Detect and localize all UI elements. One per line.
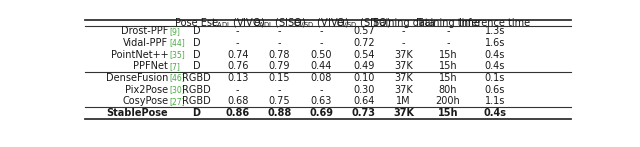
- Text: [9]: [9]: [170, 27, 180, 36]
- Text: PointNet++: PointNet++: [111, 50, 168, 60]
- Text: [35]: [35]: [170, 50, 186, 59]
- Text: -: -: [236, 38, 239, 48]
- Text: [7]: [7]: [170, 62, 180, 71]
- Text: D: D: [193, 108, 200, 118]
- Text: 0.76: 0.76: [227, 61, 248, 71]
- Text: 1M: 1M: [396, 96, 411, 106]
- Text: Inference time: Inference time: [459, 18, 530, 28]
- Text: RGBD: RGBD: [182, 85, 211, 95]
- Text: 0.78: 0.78: [269, 50, 290, 60]
- Text: CosyPose: CosyPose: [122, 96, 168, 106]
- Text: 0.63: 0.63: [311, 96, 332, 106]
- Text: $e_{\rm ADI}$ (SISO): $e_{\rm ADI}$ (SISO): [253, 16, 306, 30]
- Text: -: -: [320, 38, 323, 48]
- Text: D: D: [193, 38, 200, 48]
- Text: 0.10: 0.10: [353, 73, 374, 83]
- Text: -: -: [402, 26, 405, 36]
- Text: 0.86: 0.86: [226, 108, 250, 118]
- Text: [27]: [27]: [170, 97, 186, 106]
- Text: 0.1s: 0.1s: [484, 73, 505, 83]
- Text: Training time: Training time: [416, 18, 480, 28]
- Text: 0.4s: 0.4s: [483, 108, 506, 118]
- Text: 1.3s: 1.3s: [484, 26, 505, 36]
- Text: $e_{\rm ADI}$ (VIVO): $e_{\rm ADI}$ (VIVO): [211, 16, 265, 30]
- Text: 15h: 15h: [438, 108, 458, 118]
- Text: -: -: [278, 26, 281, 36]
- Text: 0.69: 0.69: [310, 108, 333, 118]
- Text: 37K: 37K: [394, 85, 413, 95]
- Text: 0.44: 0.44: [311, 61, 332, 71]
- Text: 0.88: 0.88: [268, 108, 291, 118]
- Text: -: -: [236, 85, 239, 95]
- Text: Drost-PPF: Drost-PPF: [121, 26, 168, 36]
- Text: 0.49: 0.49: [353, 61, 374, 71]
- Text: 15h: 15h: [438, 61, 458, 71]
- Text: D: D: [193, 50, 200, 60]
- Text: 15h: 15h: [438, 50, 458, 60]
- Text: 0.54: 0.54: [353, 50, 374, 60]
- Text: 0.74: 0.74: [227, 50, 248, 60]
- Text: 37K: 37K: [394, 50, 413, 60]
- Text: $e_{\rm VSD}$ (VIVO): $e_{\rm VSD}$ (VIVO): [293, 16, 349, 30]
- Text: -: -: [446, 38, 450, 48]
- Text: 0.75: 0.75: [269, 96, 290, 106]
- Text: 0.79: 0.79: [269, 61, 290, 71]
- Text: D: D: [193, 26, 200, 36]
- Text: [46]: [46]: [170, 74, 186, 82]
- Text: 0.68: 0.68: [227, 96, 248, 106]
- Text: -: -: [402, 38, 405, 48]
- Text: 0.4s: 0.4s: [484, 61, 505, 71]
- Text: 80h: 80h: [439, 85, 458, 95]
- Text: 37K: 37K: [394, 61, 413, 71]
- Text: DenseFusion: DenseFusion: [106, 73, 168, 83]
- Text: Vidal-PPF: Vidal-PPF: [123, 38, 168, 48]
- Text: 0.4s: 0.4s: [484, 50, 505, 60]
- Text: 0.72: 0.72: [353, 38, 374, 48]
- Text: [44]: [44]: [170, 39, 186, 47]
- Text: 37K: 37K: [394, 73, 413, 83]
- Text: Pose Est.: Pose Est.: [175, 18, 218, 28]
- Text: -: -: [236, 26, 239, 36]
- Text: [30]: [30]: [170, 85, 186, 94]
- Text: 200h: 200h: [436, 96, 460, 106]
- Text: -: -: [278, 38, 281, 48]
- Text: 0.57: 0.57: [353, 26, 374, 36]
- Text: $e_{\rm VSD}$ (SISO): $e_{\rm VSD}$ (SISO): [336, 16, 392, 30]
- Text: 37K: 37K: [393, 108, 414, 118]
- Text: RGBD: RGBD: [182, 73, 211, 83]
- Text: 0.6s: 0.6s: [484, 85, 505, 95]
- Text: 0.15: 0.15: [269, 73, 290, 83]
- Text: 0.30: 0.30: [353, 85, 374, 95]
- Text: 0.64: 0.64: [353, 96, 374, 106]
- Text: Pix2Pose: Pix2Pose: [125, 85, 168, 95]
- Text: 1.1s: 1.1s: [484, 96, 505, 106]
- Text: 1.6s: 1.6s: [484, 38, 505, 48]
- Text: -: -: [446, 26, 450, 36]
- Text: 0.73: 0.73: [352, 108, 376, 118]
- Text: -: -: [320, 26, 323, 36]
- Text: StablePose: StablePose: [107, 108, 168, 118]
- Text: D: D: [193, 61, 200, 71]
- Text: 15h: 15h: [438, 73, 458, 83]
- Text: Training data: Training data: [371, 18, 435, 28]
- Text: 0.50: 0.50: [311, 50, 332, 60]
- Text: -: -: [278, 85, 281, 95]
- Text: 0.13: 0.13: [227, 73, 248, 83]
- Text: PPFNet: PPFNet: [133, 61, 168, 71]
- Text: 0.08: 0.08: [311, 73, 332, 83]
- Text: RGBD: RGBD: [182, 96, 211, 106]
- Text: -: -: [320, 85, 323, 95]
